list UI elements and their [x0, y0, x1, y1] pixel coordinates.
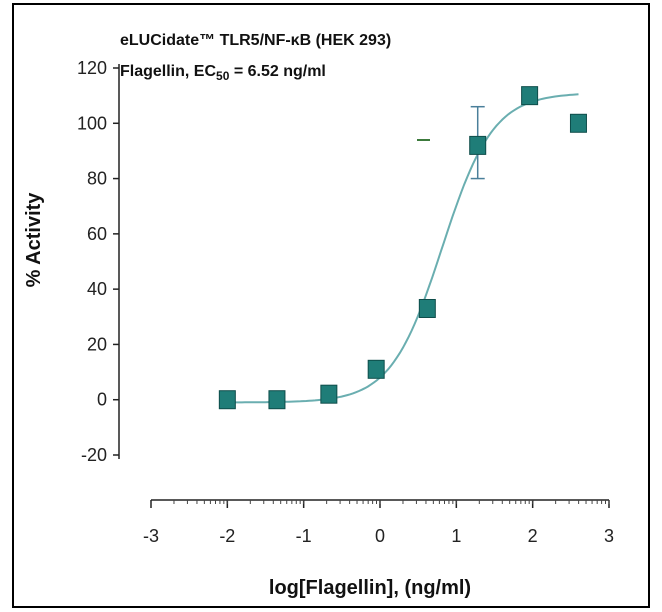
x-tick-label: -1 — [296, 526, 312, 546]
y-tick-label: -20 — [81, 445, 107, 465]
y-tick-label: 0 — [97, 390, 107, 410]
data-point — [521, 86, 539, 106]
y-tick-label: 60 — [87, 224, 107, 244]
y-axis-title: % Activity — [23, 192, 45, 288]
y-tick-label: 20 — [87, 334, 107, 354]
axes: -20 0 20 40 60 80 100 120 -3 -2 -1 0 1 2 3 — [77, 58, 614, 546]
y-tick-label: 100 — [77, 113, 107, 133]
chart-annotation-line1: eLUCidate™ TLR5/NF-κB (HEK 293) — [120, 32, 391, 49]
data-point — [469, 135, 487, 155]
y-tick-label: 120 — [77, 58, 107, 78]
data-point — [268, 390, 286, 410]
fit-curve — [227, 93, 579, 404]
x-tick-label: 0 — [375, 526, 385, 546]
data-point — [569, 113, 587, 133]
data-point — [418, 298, 436, 318]
x-tick-label: 2 — [528, 526, 538, 546]
x-tick-label: -2 — [219, 526, 235, 546]
data-point — [218, 390, 236, 410]
x-tick-label: -3 — [143, 526, 159, 546]
y-tick-label: 40 — [87, 279, 107, 299]
data-points-layer — [218, 86, 587, 410]
chart-annotation-line2: Flagellin, EC50 = 6.52 ng/ml — [120, 63, 326, 83]
data-point — [367, 359, 385, 379]
x-axis-title: log[Flagellin], (ng/ml) — [269, 577, 471, 599]
x-tick-label: 1 — [451, 526, 461, 546]
data-point — [320, 384, 338, 404]
fit-curve-layer — [227, 93, 579, 404]
x-tick-label: 3 — [604, 526, 614, 546]
y-tick-label: 80 — [87, 169, 107, 189]
